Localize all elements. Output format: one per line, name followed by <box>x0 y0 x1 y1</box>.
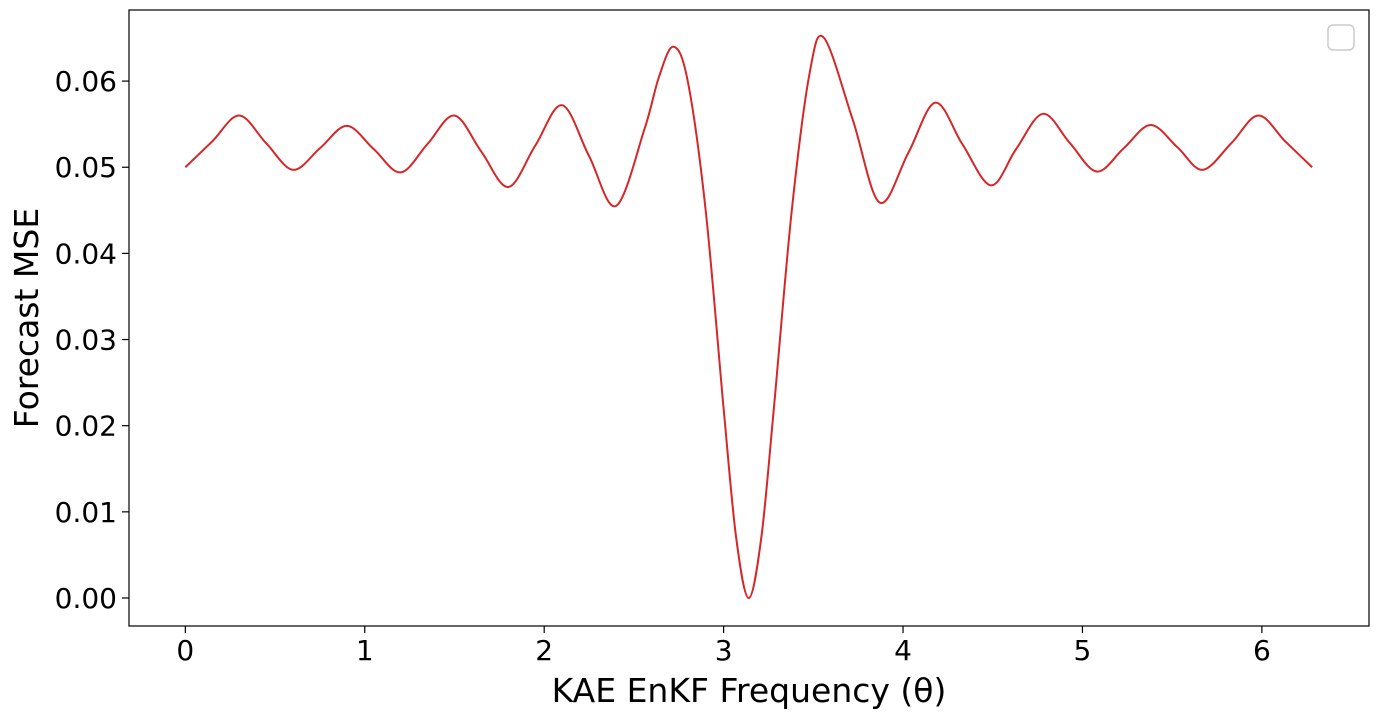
legend <box>1327 24 1355 51</box>
y-tick-label: 0.06 <box>55 65 117 98</box>
y-tick-label: 0.00 <box>55 582 117 615</box>
y-axis-label: Forecast MSE <box>7 208 46 428</box>
data-line <box>184 35 1313 600</box>
y-tick-label: 0.04 <box>55 237 117 270</box>
y-tick-label: 0.01 <box>55 496 117 529</box>
x-tick-label: 3 <box>715 634 733 667</box>
x-tick-label: 4 <box>894 634 912 667</box>
x-axis-label: KAE EnKF Frequency (θ) <box>552 671 947 710</box>
plot-frame <box>128 9 1370 627</box>
y-tick-label: 0.05 <box>55 151 117 184</box>
x-tick-label: 2 <box>535 634 553 667</box>
x-tick-label: 6 <box>1253 634 1271 667</box>
x-tick-label: 0 <box>176 634 194 667</box>
x-tick-label: 1 <box>356 634 374 667</box>
y-tick-label: 0.03 <box>55 324 117 357</box>
y-tick-label: 0.02 <box>55 410 117 443</box>
x-tick-label: 5 <box>1074 634 1092 667</box>
